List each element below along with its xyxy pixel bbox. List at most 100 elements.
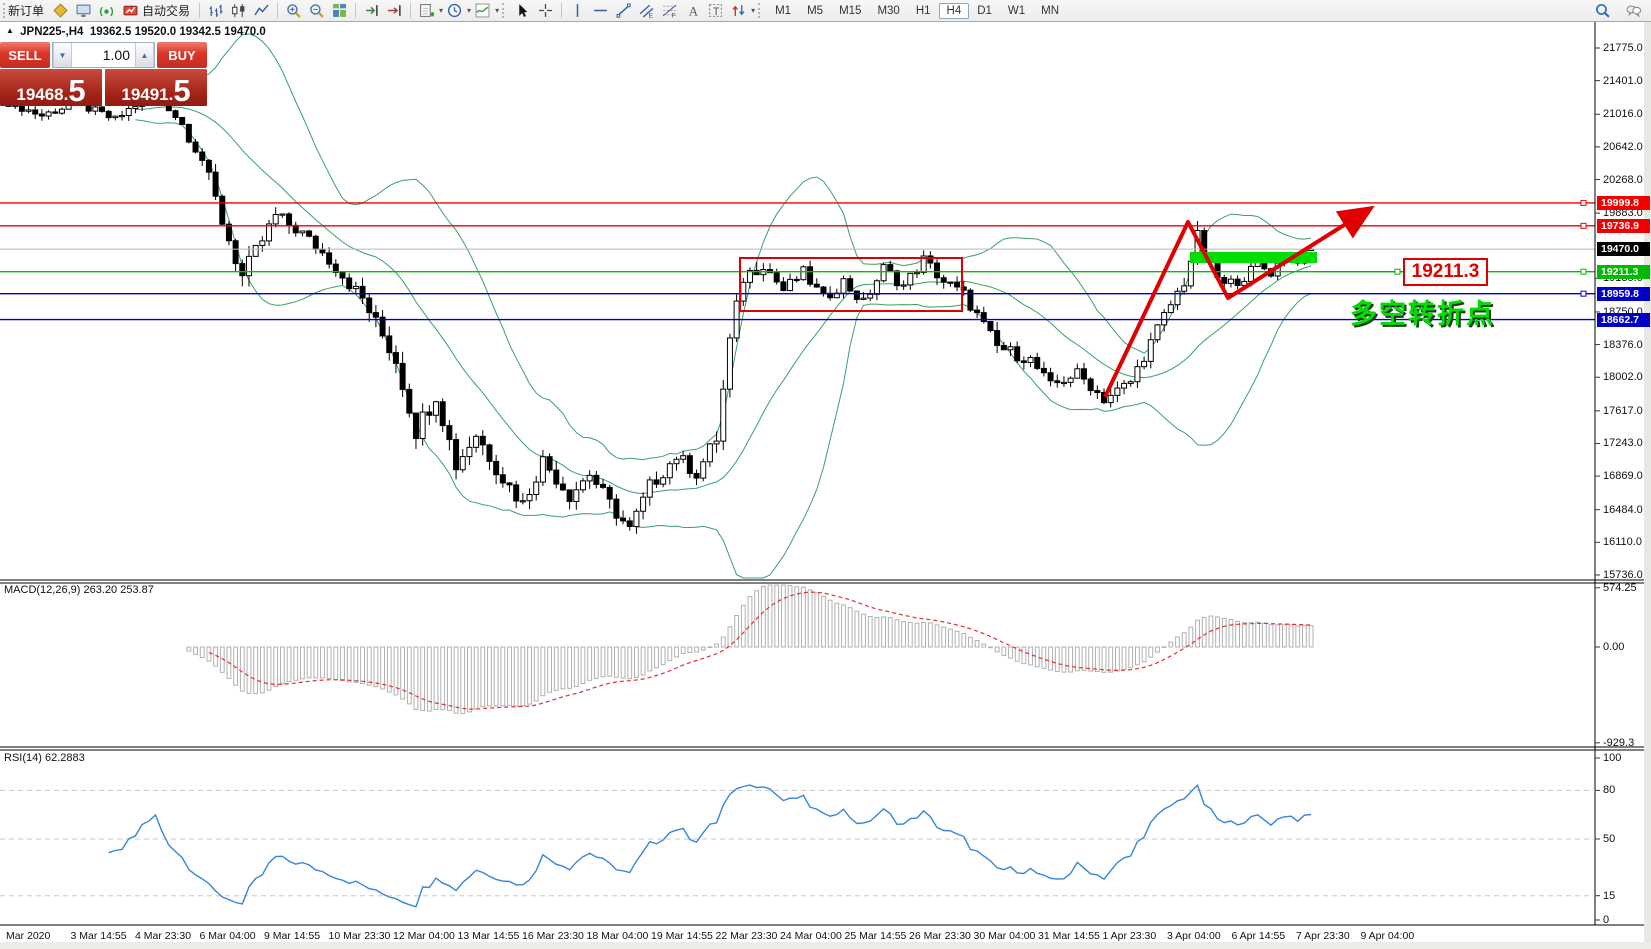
candle-bull: [680, 455, 687, 460]
macd-bar: [994, 646, 1000, 653]
chat-icon[interactable]: [1622, 2, 1645, 20]
timeframe-m1[interactable]: M1: [775, 4, 792, 17]
period-selector-icon[interactable]: [443, 2, 466, 20]
candle-bull: [1107, 394, 1114, 404]
candle-bear: [192, 141, 199, 153]
tile-windows-icon[interactable]: [328, 2, 351, 20]
buy-button[interactable]: BUY: [157, 42, 207, 68]
macd-bar: [300, 646, 305, 680]
volume-input[interactable]: 1.00: [102, 47, 130, 63]
text-label-icon[interactable]: T: [704, 2, 727, 20]
macd-bar: [1221, 617, 1227, 648]
new-chart-icon[interactable]: [415, 2, 438, 20]
svg-text:F: F: [672, 12, 676, 18]
ohlc-open: 19362.5: [89, 26, 132, 38]
new-order-button[interactable]: 新订单: [8, 4, 45, 18]
macd-bar: [927, 622, 933, 648]
auto-scroll-icon[interactable]: [383, 2, 406, 20]
red-rectangle-annotation[interactable]: [739, 257, 963, 312]
timeframe-w1[interactable]: W1: [1007, 4, 1026, 17]
candle-bear: [773, 272, 780, 283]
timeframe-m30[interactable]: M30: [877, 4, 900, 17]
toolbar: 新订单 自动交易 ▾ ▾ ▾ E F A T ▾ M1 M5 M15 M30 H1 H4 D1 W1 MN: [0, 0, 1651, 22]
hline-handle[interactable]: [1580, 199, 1587, 206]
macd-bar: [754, 590, 760, 648]
timeframe-d1[interactable]: D1: [977, 4, 992, 17]
candlestick-chart-icon[interactable]: [227, 2, 250, 20]
trend-arrow-annotation[interactable]: [1103, 205, 1375, 398]
chart-shift-icon[interactable]: [360, 2, 383, 20]
candle-bull: [873, 280, 880, 295]
hline-handle[interactable]: [1580, 222, 1587, 229]
macd-bar: [714, 643, 719, 648]
zoom-out-icon[interactable]: [305, 2, 328, 20]
toolbar-grip[interactable]: [3, 3, 7, 18]
timeframe-m5[interactable]: M5: [807, 4, 824, 17]
macd-bar: [694, 646, 699, 653]
signals-icon[interactable]: [95, 2, 118, 20]
hline-handle[interactable]: [1580, 290, 1587, 297]
sell-price[interactable]: 19468. 5: [0, 69, 102, 106]
timeframe-h4[interactable]: H4: [938, 2, 970, 19]
trendline-icon[interactable]: [612, 2, 635, 20]
new-chart-icon-dropdown[interactable]: ▾: [439, 6, 444, 15]
candle-bear: [453, 439, 460, 471]
macd-bar: [881, 616, 886, 648]
toolbar-grip[interactable]: [502, 3, 506, 18]
candle-bear: [359, 285, 366, 299]
volume-decrease-button[interactable]: ▼: [53, 43, 72, 67]
macd-bar: [493, 646, 499, 707]
macd-bar: [894, 619, 900, 648]
macd-bar: [867, 616, 873, 648]
date-label-13: 25 Mar 14:55: [844, 930, 907, 942]
arrows-icon[interactable]: [727, 2, 750, 20]
candle-bull: [539, 456, 546, 483]
volume-increase-button[interactable]: ▲: [135, 43, 154, 67]
candle-bear: [813, 283, 820, 288]
indicators-icon-dropdown[interactable]: ▾: [495, 6, 500, 15]
timeframe-h1[interactable]: H1: [915, 4, 931, 17]
timeframe-mn[interactable]: MN: [1041, 4, 1060, 17]
equidistant-channel-icon[interactable]: E: [635, 2, 658, 20]
macd-bar: [266, 646, 272, 691]
candle-bull: [913, 272, 920, 275]
macd-bar: [507, 646, 512, 706]
macd-bar: [814, 592, 820, 648]
timeframe-m15[interactable]: M15: [839, 4, 862, 17]
toolbar-grip[interactable]: [758, 3, 762, 18]
macd-bar: [587, 646, 593, 681]
vertical-line-icon[interactable]: [566, 2, 589, 20]
candle-bull: [920, 255, 927, 274]
bar-chart-icon[interactable]: [204, 2, 227, 20]
candle-bear: [1040, 367, 1047, 374]
period-selector-icon-dropdown[interactable]: ▾: [467, 6, 472, 15]
hline-handle[interactable]: [1580, 268, 1587, 275]
green-band-annotation[interactable]: [1190, 252, 1317, 263]
fibonacci-icon[interactable]: F: [658, 2, 681, 20]
date-label-3: 6 Mar 04:00: [199, 930, 256, 942]
crosshair-icon[interactable]: [534, 2, 557, 20]
line-chart-icon[interactable]: [250, 2, 273, 20]
horizontal-line-icon[interactable]: [589, 2, 612, 20]
macd-bar: [487, 646, 492, 707]
buy-price[interactable]: 19491. 5: [105, 69, 207, 106]
cursor-icon[interactable]: [511, 2, 534, 20]
callout-handle[interactable]: [1394, 268, 1401, 275]
macd-bar: [640, 646, 646, 676]
autotrading-button[interactable]: 自动交易: [118, 2, 195, 20]
arrows-icon-dropdown[interactable]: ▾: [751, 6, 756, 15]
macd-bar: [193, 646, 198, 655]
metaeditor-icon[interactable]: [49, 2, 72, 20]
text-icon[interactable]: A: [681, 2, 704, 20]
price-level-callout[interactable]: 19211.3: [1403, 258, 1488, 286]
candle-bear: [439, 401, 446, 427]
terminal-icon[interactable]: [72, 2, 95, 20]
sell-button[interactable]: SELL: [0, 42, 50, 68]
candle-bull: [700, 461, 707, 479]
zoom-in-icon[interactable]: [282, 2, 305, 20]
indicators-icon[interactable]: [471, 2, 494, 20]
svg-text:T: T: [713, 6, 720, 18]
macd-bar: [573, 646, 579, 687]
search-icon[interactable]: [1591, 2, 1614, 20]
